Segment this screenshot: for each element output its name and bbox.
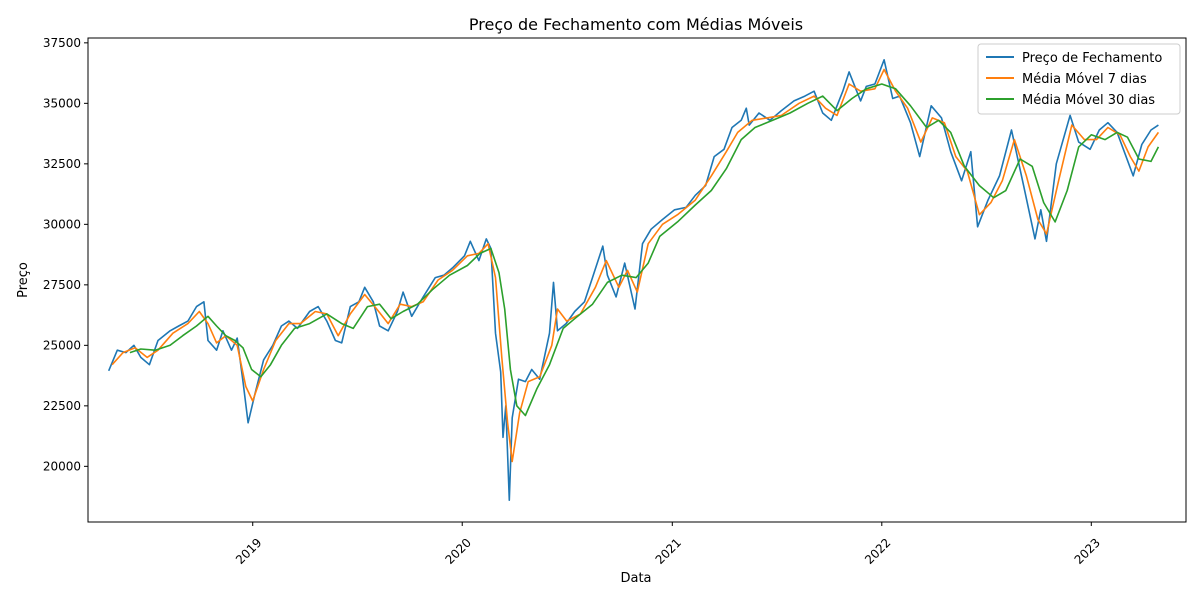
chart-title: Preço de Fechamento com Médias Móveis	[469, 15, 803, 34]
x-tick-label: 2022	[862, 536, 893, 567]
y-axis: 20000 22500 25000 27500 30000 32500 35000 37500	[43, 36, 88, 473]
x-tick-label: 2021	[653, 536, 684, 567]
x-tick-label: 2020	[443, 536, 474, 567]
y-tick-label: 37500	[43, 36, 81, 50]
series-line-1	[107, 59, 1159, 501]
x-tick-label: 2023	[1072, 536, 1103, 567]
legend-box	[977, 43, 1181, 115]
legend-label: Média Móvel 7 dias	[1022, 72, 1147, 87]
y-tick-label: 20000	[43, 459, 81, 473]
legend-label: Preço de Fechamento	[1022, 51, 1162, 66]
series-layer	[107, 59, 1160, 501]
y-tick-label: 35000	[43, 96, 81, 110]
y-axis-label: Preço	[16, 262, 31, 298]
x-axis: 2019 2020 2021 2022 2023	[233, 522, 1103, 567]
x-axis-label: Data	[620, 571, 651, 586]
series-line-3	[129, 83, 1160, 417]
y-tick-label: 30000	[43, 217, 81, 231]
series-line-2	[111, 68, 1160, 463]
plot-area	[87, 37, 1187, 523]
y-tick-label: 27500	[43, 278, 81, 292]
y-tick-label: 22500	[43, 399, 81, 413]
y-tick-label: 32500	[43, 157, 81, 171]
legend: Preço de Fechamento Média Móvel 7 dias Méd…	[977, 43, 1181, 115]
x-tick-label: 2019	[233, 536, 264, 567]
legend-label: Média Móvel 30 dias	[1022, 93, 1155, 108]
y-tick-label: 25000	[43, 338, 81, 352]
